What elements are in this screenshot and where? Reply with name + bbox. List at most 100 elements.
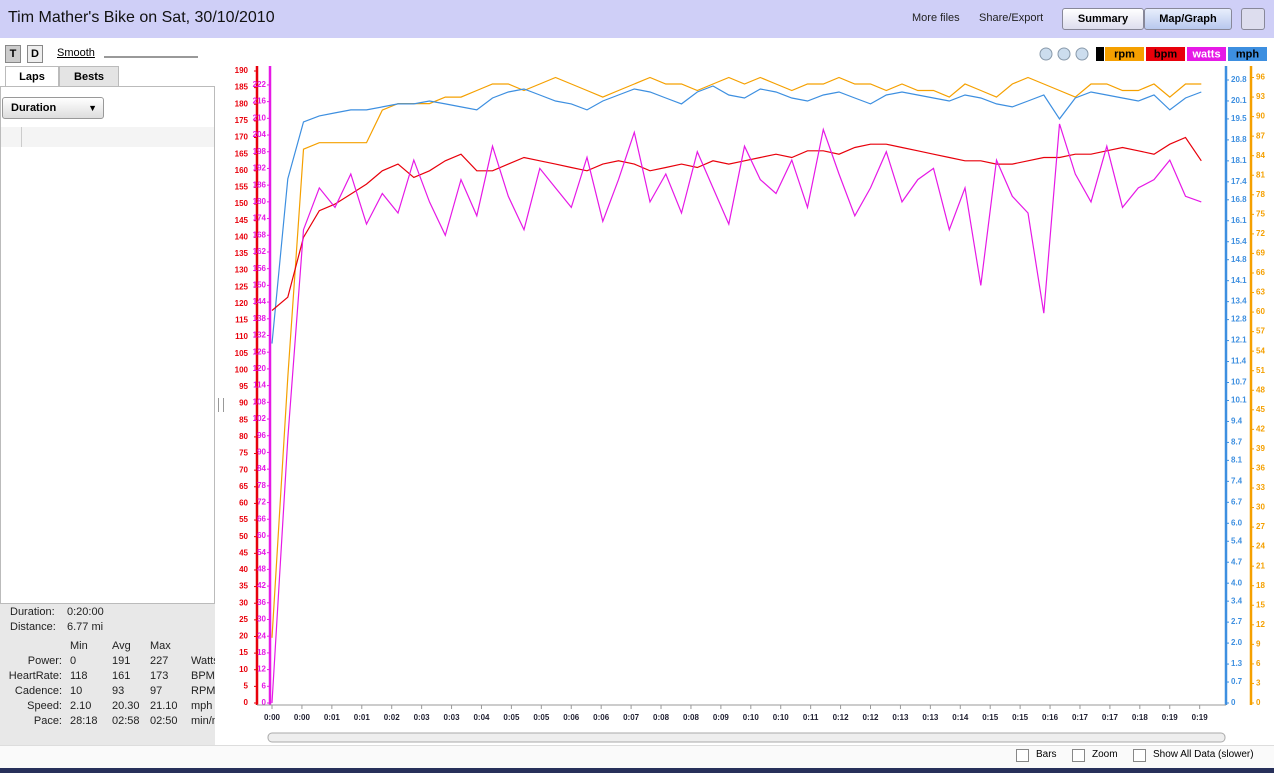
y-tick-label: 6.7 (1231, 497, 1243, 506)
y-tick-label: 138 (253, 314, 267, 323)
x-tick-label: 0:05 (533, 713, 550, 722)
y-tick-label: 30 (1256, 503, 1265, 512)
y-tick-label: 55 (239, 515, 248, 524)
x-tick-label: 0:05 (503, 713, 520, 722)
y-tick-label: 96 (1256, 73, 1265, 82)
bottom-strip (0, 768, 1274, 773)
checkbox[interactable] (1016, 749, 1029, 762)
stats: Duration: 0:20:00 Distance: 6.77 mi Min Avg Ma… (0, 604, 215, 745)
y-tick-label: 84 (257, 464, 266, 473)
y-tick-label: 21 (1256, 561, 1265, 570)
splitter[interactable] (218, 398, 224, 412)
y-tick-label: 105 (235, 349, 249, 358)
y-tick-label: 84 (1256, 151, 1265, 160)
y-tick-label: 70 (239, 465, 248, 474)
y-tick-label: 35 (239, 582, 248, 591)
stats-cell: min/mi (191, 715, 215, 727)
stats-cell: 02:50 (150, 715, 178, 727)
y-tick-label: 222 (253, 80, 267, 89)
duration-dropdown[interactable]: Duration ▼ (2, 97, 104, 119)
more-files-link[interactable]: More files (912, 12, 960, 24)
x-tick-label: 0:06 (563, 713, 580, 722)
laps-tab[interactable]: Laps (5, 66, 59, 87)
fullscreen-button[interactable] (1241, 8, 1265, 30)
y-tick-label: 51 (1256, 366, 1265, 375)
y-tick-label: 60 (239, 499, 248, 508)
y-tick-label: 9.4 (1231, 417, 1243, 426)
y-tick-label: 75 (1256, 209, 1265, 218)
y-tick-label: 216 (253, 97, 267, 106)
y-tick-label: 45 (239, 548, 248, 557)
x-tick-label: 0:11 (803, 713, 819, 722)
legend-chip (1228, 47, 1267, 61)
y-tick-label: 7.4 (1231, 476, 1243, 485)
y-tick-label: 186 (253, 180, 267, 189)
y-tick-label: 40 (239, 565, 248, 574)
y-tick-label: 19.5 (1231, 114, 1247, 123)
summary-value: 0:20:00 (67, 606, 104, 618)
y-tick-label: 57 (1256, 327, 1265, 336)
stats-label: Cadence: (14, 685, 62, 697)
scrollbar[interactable] (267, 732, 1226, 743)
y-tick-label: 48 (1256, 385, 1265, 394)
x-tick-label: 0:08 (683, 713, 700, 722)
y-tick-label: 140 (235, 232, 249, 241)
share-export-link[interactable]: Share/Export (979, 12, 1044, 24)
y-tick-label: 10.7 (1231, 378, 1247, 387)
series-line (271, 85, 1202, 344)
y-tick-label: 78 (1256, 190, 1265, 199)
y-tick-label: 135 (235, 249, 249, 258)
y-tick-label: 63 (1256, 288, 1265, 297)
x-tick-label: 0:17 (1072, 713, 1089, 722)
x-tick-label: 0:03 (444, 713, 461, 722)
nav-play[interactable] (1057, 47, 1071, 61)
y-tick-label: 6 (1256, 659, 1261, 668)
y-tick-label: 120 (235, 299, 249, 308)
y-tick-label: 102 (253, 414, 267, 423)
dropdown-label: Duration (11, 102, 57, 114)
legend-label: mph (1236, 48, 1260, 60)
x-tick-label: 0:17 (1102, 713, 1119, 722)
stats-label: Power: (27, 655, 62, 667)
y-tick-label: 11.4 (1231, 357, 1247, 366)
stats-cell: 118 (70, 670, 88, 682)
y-tick-label: 108 (253, 397, 267, 406)
y-tick-label: 100 (235, 365, 249, 374)
stats-cell: BPM (191, 670, 215, 682)
y-tick-label: 114 (253, 381, 266, 390)
y-tick-label: 10.1 (1231, 396, 1247, 405)
checkbox[interactable] (1072, 749, 1085, 762)
x-tick-label: 0:10 (743, 713, 760, 722)
y-tick-label: 16.8 (1231, 195, 1247, 204)
nav-first[interactable] (1039, 47, 1053, 61)
y-tick-label: 18 (1256, 581, 1265, 590)
y-tick-label: 5 (244, 681, 249, 690)
y-tick-label: 204 (253, 130, 267, 139)
y-tick-label: 14.1 (1231, 276, 1247, 285)
nav-last[interactable] (1075, 47, 1089, 61)
stats-cell: 173 (150, 670, 169, 682)
map-graph-button[interactable]: Map/Graph (1144, 8, 1232, 30)
y-tick-label: 81 (1256, 170, 1265, 179)
y-tick-label: 115 (235, 316, 248, 325)
summary-button[interactable]: Summary (1062, 8, 1144, 30)
y-tick-label: 0 (1231, 698, 1236, 707)
checkbox-label: Zoom (1092, 749, 1118, 760)
bests-tab[interactable]: Bests (59, 66, 119, 87)
toggle-t[interactable]: T (5, 45, 21, 63)
y-tick-label: 0 (1256, 698, 1261, 707)
toggle-d[interactable]: D (27, 45, 43, 63)
checkbox-label: Show All Data (slower) (1153, 749, 1254, 760)
y-tick-label: 69 (1256, 249, 1265, 258)
x-tick-label: 0:02 (384, 713, 401, 722)
stats-column: Avg (112, 640, 131, 652)
lap-row (1, 127, 214, 147)
legend-label: rpm (1114, 48, 1135, 60)
stats-cell: RPM (191, 685, 215, 697)
y-tick-label: 130 (235, 266, 249, 275)
checkbox[interactable] (1133, 749, 1146, 762)
y-tick-label: 20.8 (1231, 75, 1247, 84)
x-tick-label: 0:08 (653, 713, 670, 722)
y-tick-label: 12.1 (1231, 336, 1247, 345)
smooth-slider[interactable] (104, 56, 198, 58)
